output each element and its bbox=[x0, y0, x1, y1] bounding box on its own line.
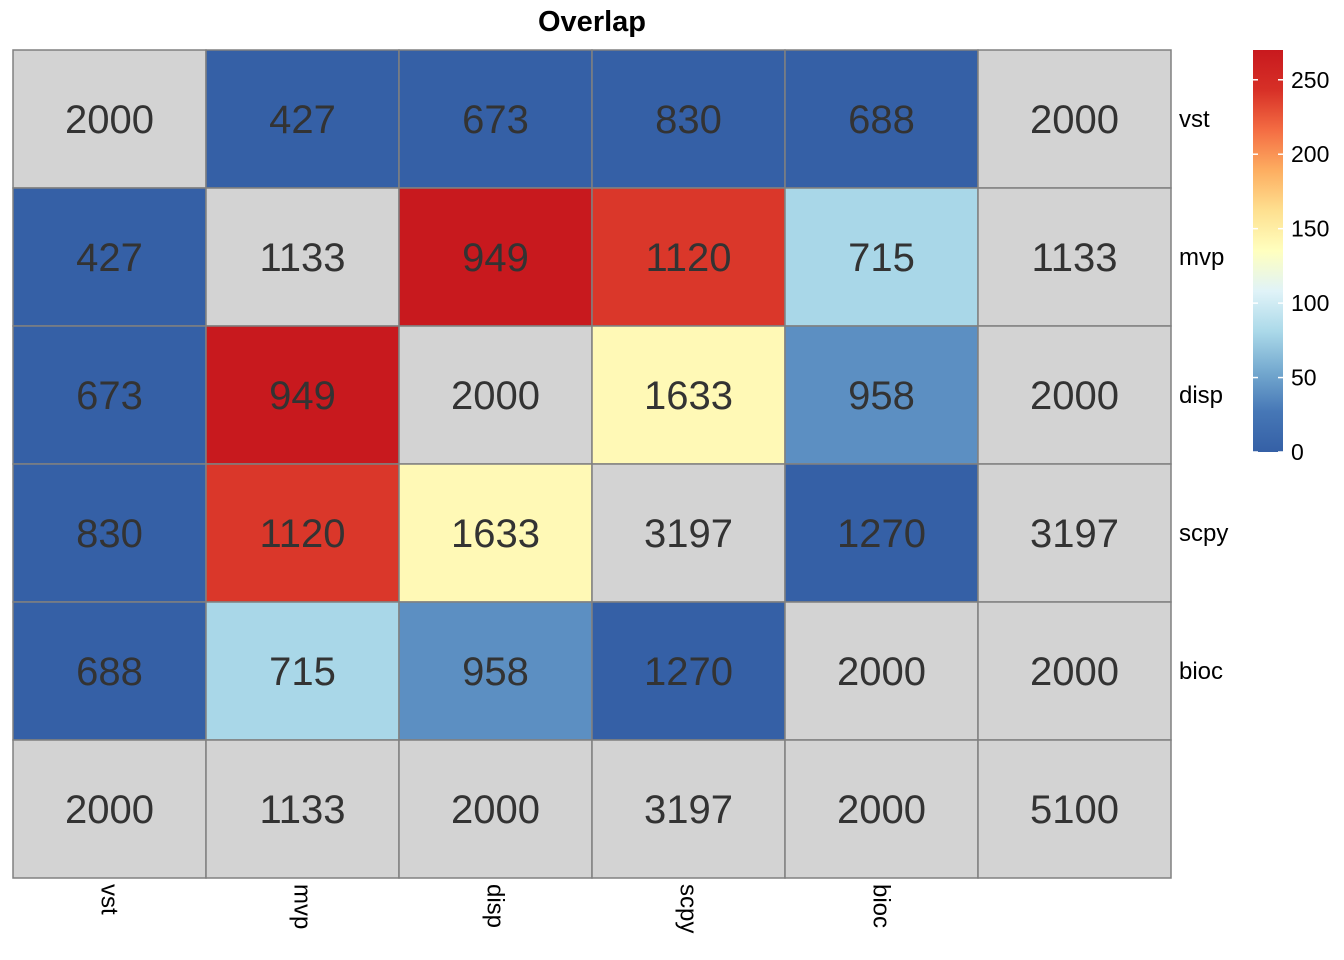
heatmap-cell bbox=[784, 739, 979, 879]
row-label: bioc bbox=[1179, 658, 1223, 685]
legend-tick-label: 250 bbox=[1291, 67, 1329, 93]
cell-value-label: 1133 bbox=[1031, 236, 1117, 280]
heatmap-cell bbox=[591, 601, 786, 741]
cell-value-label: 2000 bbox=[837, 650, 926, 694]
row-labels: vst mvp disp scpy bioc bbox=[1179, 106, 1228, 685]
legend-tick-label: 200 bbox=[1291, 141, 1329, 167]
heatmap-cell bbox=[784, 49, 979, 189]
cell-value-label: 3197 bbox=[1030, 512, 1119, 556]
cell-value-label: 949 bbox=[269, 374, 336, 418]
heatmap-cell bbox=[12, 463, 207, 603]
column-label: scpy bbox=[675, 884, 702, 933]
legend-tick-label: 50 bbox=[1291, 365, 1317, 391]
column-label: disp bbox=[482, 884, 509, 928]
cell-value-label: 2000 bbox=[65, 788, 154, 832]
cell-value-label: 688 bbox=[848, 98, 915, 142]
heatmap-cell bbox=[977, 463, 1172, 603]
cell-value-label: 715 bbox=[269, 650, 336, 694]
heatmap-cell bbox=[977, 601, 1172, 741]
cell-value-label: 2000 bbox=[837, 788, 926, 832]
heatmap-cell bbox=[205, 463, 400, 603]
heatmap-cell bbox=[205, 325, 400, 465]
cell-value-label: 2000 bbox=[65, 98, 154, 142]
heatmap-cell bbox=[977, 187, 1172, 327]
cell-value-label: 958 bbox=[462, 650, 529, 694]
heatmap-cells: 2000 427 673 830 688 2000 427 1133 949 1120 715 113… bbox=[12, 49, 1172, 879]
heatmap-cell bbox=[398, 463, 593, 603]
heatmap-cell bbox=[977, 739, 1172, 879]
cell-value-label: 715 bbox=[848, 236, 915, 280]
column-label: bioc bbox=[868, 884, 895, 928]
heatmap-cell bbox=[205, 49, 400, 189]
cell-value-label: 2000 bbox=[451, 374, 540, 418]
heatmap-cell bbox=[977, 325, 1172, 465]
legend-tick-label: 0 bbox=[1291, 439, 1304, 465]
color-legend: 0 50 100 150 200 250 bbox=[1253, 50, 1329, 465]
cell-value-label: 1270 bbox=[644, 650, 733, 694]
cell-value-label: 2000 bbox=[1030, 374, 1119, 418]
cell-value-label: 688 bbox=[76, 650, 143, 694]
cell-value-label: 830 bbox=[655, 98, 722, 142]
cell-value-label: 3197 bbox=[644, 788, 733, 832]
cell-value-label: 1133 bbox=[259, 236, 345, 280]
cell-value-label: 830 bbox=[76, 512, 143, 556]
cell-value-label: 673 bbox=[462, 98, 529, 142]
heatmap-cell bbox=[784, 325, 979, 465]
cell-value-label: 2000 bbox=[1030, 98, 1119, 142]
legend-color-bar bbox=[1253, 50, 1283, 452]
heatmap-cell bbox=[977, 49, 1172, 189]
cell-value-label: 1270 bbox=[837, 512, 926, 556]
heatmap-cell bbox=[205, 187, 400, 327]
cell-value-label: 427 bbox=[269, 98, 336, 142]
row-label: vst bbox=[1179, 106, 1210, 133]
cell-value-label: 1120 bbox=[259, 512, 345, 556]
legend-tick-label: 150 bbox=[1291, 216, 1329, 242]
row-label: disp bbox=[1179, 382, 1223, 409]
cell-value-label: 3197 bbox=[644, 512, 733, 556]
row-label: mvp bbox=[1179, 244, 1224, 271]
heatmap-cell bbox=[784, 463, 979, 603]
heatmap-cell bbox=[591, 325, 786, 465]
cell-value-label: 427 bbox=[76, 236, 143, 280]
cell-value-label: 1633 bbox=[644, 374, 733, 418]
heatmap-cell bbox=[591, 49, 786, 189]
column-label: mvp bbox=[289, 884, 316, 929]
column-labels: vst mvp disp scpy bioc bbox=[96, 884, 895, 933]
cell-value-label: 5100 bbox=[1030, 788, 1119, 832]
heatmap-cell bbox=[12, 601, 207, 741]
cell-value-label: 673 bbox=[76, 374, 143, 418]
heatmap-cell bbox=[398, 601, 593, 741]
heatmap-cell bbox=[591, 463, 786, 603]
heatmap-cell bbox=[398, 49, 593, 189]
cell-value-label: 1633 bbox=[451, 512, 540, 556]
heatmap-cell bbox=[12, 325, 207, 465]
cell-value-label: 1133 bbox=[259, 788, 345, 832]
legend-tick-label: 100 bbox=[1291, 290, 1329, 316]
cell-value-label: 1120 bbox=[645, 236, 731, 280]
cell-value-label: 2000 bbox=[451, 788, 540, 832]
cell-value-label: 949 bbox=[462, 236, 529, 280]
heatmap-cell bbox=[591, 187, 786, 327]
cell-value-label: 958 bbox=[848, 374, 915, 418]
heatmap-cell bbox=[398, 325, 593, 465]
chart-title: Overlap bbox=[538, 6, 646, 38]
heatmap-cell bbox=[784, 601, 979, 741]
cell-value-label: 2000 bbox=[1030, 650, 1119, 694]
heatmap-cell bbox=[12, 739, 207, 879]
legend-ticks: 0 50 100 150 200 250 bbox=[1253, 67, 1329, 465]
heatmap-cell bbox=[12, 49, 207, 189]
row-label: scpy bbox=[1179, 520, 1228, 547]
column-label: vst bbox=[96, 884, 123, 915]
heatmap-cell bbox=[591, 739, 786, 879]
